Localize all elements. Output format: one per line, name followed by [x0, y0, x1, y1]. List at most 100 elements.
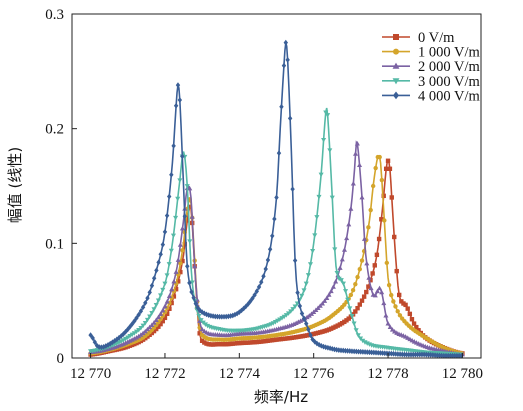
- series-0-marker: [405, 306, 410, 311]
- series-4-marker: [182, 213, 187, 220]
- series-2-marker: [169, 286, 175, 292]
- series-1-marker: [377, 154, 382, 160]
- series-0-marker: [348, 314, 354, 319]
- series-1-marker: [386, 282, 392, 288]
- series-0-marker: [392, 234, 397, 240]
- series-3-marker: [340, 281, 346, 287]
- series-4-marker: [147, 289, 152, 296]
- series-0-marker: [164, 311, 170, 316]
- series-4-marker: [341, 347, 346, 354]
- x-tick-label: 12 776: [293, 366, 335, 382]
- series-4-marker: [270, 233, 275, 239]
- series-4-marker: [173, 102, 179, 109]
- series-2-marker: [192, 263, 198, 269]
- series-3-marker: [299, 293, 305, 299]
- series-4-marker: [290, 186, 295, 193]
- series-2-marker: [162, 303, 168, 309]
- series-3-marker: [283, 313, 289, 318]
- series-4-marker: [156, 259, 161, 266]
- series-0-marker: [381, 193, 386, 199]
- series-4-marker: [125, 326, 130, 333]
- series-0-marker: [156, 324, 161, 329]
- series-4-marker: [154, 267, 159, 274]
- series-2-marker: [372, 292, 378, 298]
- series-0-marker: [359, 298, 365, 303]
- series-4-marker: [351, 348, 357, 355]
- series-4-marker: [248, 298, 253, 305]
- series-0-marker: [167, 306, 172, 312]
- series-2-marker: [377, 285, 383, 291]
- series-4-marker: [162, 229, 168, 235]
- series-4-marker: [365, 349, 370, 355]
- series-4-marker: [197, 307, 203, 314]
- series-2-marker: [322, 298, 328, 303]
- y-axis-title: 幅值 (线性): [6, 147, 24, 223]
- series-0-marker: [379, 217, 384, 222]
- series-0-marker: [372, 263, 377, 268]
- series-3-marker: [198, 318, 204, 323]
- series-4-marker: [105, 342, 111, 348]
- series-3-marker: [184, 184, 190, 189]
- series-2-marker: [155, 314, 161, 320]
- series-2-marker: [366, 275, 372, 280]
- series-0-marker: [407, 311, 413, 317]
- series-2-marker: [133, 334, 140, 340]
- series-4-marker: [199, 309, 205, 315]
- series-2-marker: [177, 242, 183, 247]
- series-4-marker: [92, 339, 98, 345]
- series-1-marker: [348, 292, 354, 298]
- series-4-marker: [180, 153, 185, 160]
- series-4-marker: [261, 273, 266, 280]
- series-3-marker: [153, 303, 159, 308]
- series-0-marker: [389, 195, 394, 200]
- series-4-marker: [189, 289, 194, 295]
- series-3-marker: [327, 148, 333, 153]
- series-3-marker: [338, 278, 344, 283]
- series-0-marker: [171, 294, 177, 299]
- legend-label: 4 000 V/m: [418, 88, 480, 104]
- series-4-marker: [283, 39, 288, 46]
- series-3-marker: [329, 195, 335, 201]
- series-4-marker: [395, 351, 401, 357]
- legend-label: 0 V/m: [418, 30, 455, 46]
- x-tick-label: 12 774: [219, 366, 261, 382]
- series-4-marker: [312, 338, 317, 345]
- series-0-marker: [387, 166, 393, 171]
- x-tick-label: 12 780: [442, 366, 483, 382]
- series-3-marker: [187, 239, 193, 244]
- series-2-marker: [374, 288, 380, 294]
- series-4-marker: [129, 321, 135, 327]
- series-3-marker: [305, 273, 311, 278]
- legend-label: 2 000 V/m: [418, 59, 480, 75]
- series-0-marker: [385, 158, 391, 163]
- series-2-marker: [324, 295, 330, 301]
- y-axis: 0 0.1 0.2 0.3: [45, 7, 77, 367]
- y-tick-label: 0.1: [45, 236, 64, 252]
- series-0-marker: [169, 300, 174, 306]
- series-2-marker: [317, 303, 323, 308]
- series-2-marker: [179, 225, 186, 231]
- series-3: [88, 107, 464, 358]
- series-2-marker: [379, 289, 385, 295]
- legend-item-0: 0 V/m: [382, 30, 455, 46]
- series-0-marker: [376, 236, 382, 242]
- series-4-marker: [441, 352, 447, 359]
- series-0-marker: [158, 321, 163, 327]
- series-4: [88, 39, 464, 359]
- series-4-marker: [185, 263, 190, 270]
- series-2-marker: [189, 214, 195, 219]
- series-0-marker: [355, 305, 360, 311]
- series-4-marker: [99, 344, 104, 351]
- series-1-marker: [379, 177, 385, 183]
- series-2-marker: [153, 317, 159, 322]
- series-4-marker: [287, 115, 293, 122]
- series-0-marker: [197, 331, 202, 336]
- x-tick-label: 12 772: [144, 366, 185, 382]
- series-3-marker: [318, 172, 324, 178]
- legend: 0 V/m1 000 V/m2 000 V/m3 000 V/m4 000 V/…: [382, 30, 480, 104]
- series-4-marker: [299, 310, 305, 317]
- series-2-marker: [149, 322, 155, 327]
- series-1-marker: [368, 207, 373, 213]
- series-4-marker: [151, 275, 157, 282]
- series-3-marker: [307, 262, 314, 267]
